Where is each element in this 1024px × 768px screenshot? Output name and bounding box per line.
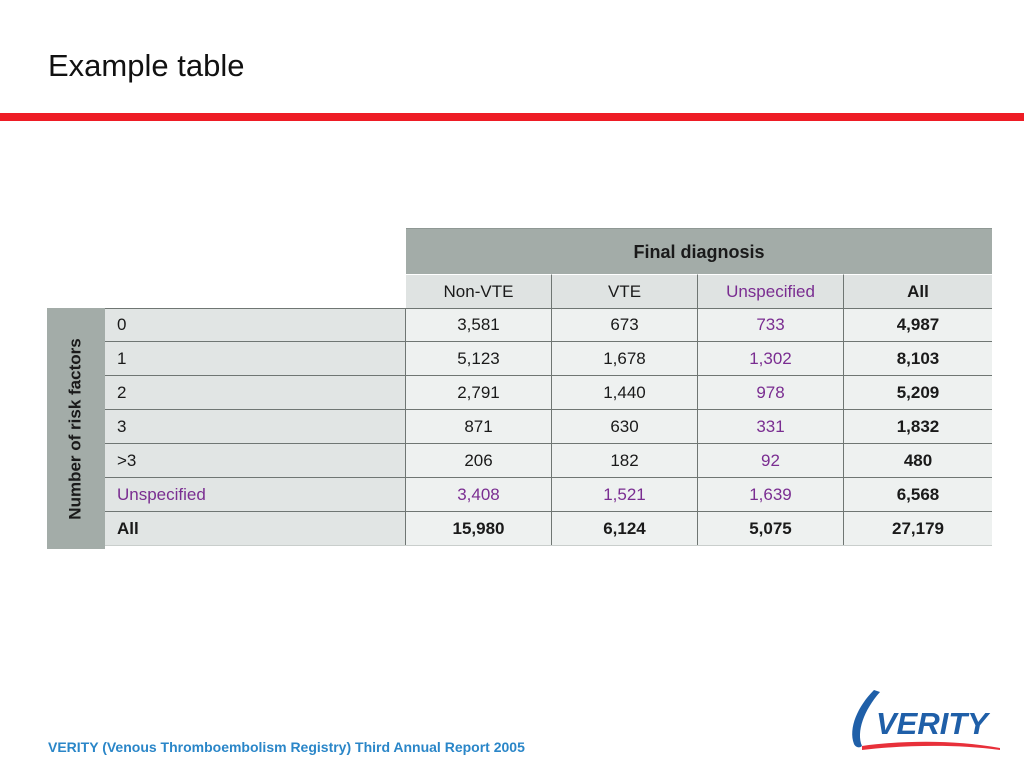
table-cell: 673: [552, 309, 698, 341]
table-cell: 5,123: [406, 342, 552, 375]
row-label: 3: [105, 410, 406, 443]
row-label: 1: [105, 342, 406, 375]
row-label: 0: [105, 309, 406, 341]
row-label: All: [105, 512, 406, 545]
column-header-non-vte: Non-VTE: [406, 274, 552, 308]
slide-title: Example table: [48, 48, 245, 83]
table-cell: 1,302: [698, 342, 844, 375]
logo-wordmark: VERITY: [876, 706, 991, 741]
data-table: Final diagnosis Non-VTE VTE Unspecified …: [47, 228, 992, 549]
group-header-final-diagnosis: Final diagnosis: [406, 228, 992, 275]
table-cell: 331: [698, 410, 844, 443]
table-row: 3 871 630 331 1,832: [105, 410, 992, 444]
table-row: 0 3,581 673 733 4,987: [105, 308, 992, 342]
title-rule: [0, 113, 1024, 121]
row-label: Unspecified: [105, 478, 406, 511]
table-cell: 5,075: [698, 512, 844, 545]
table-cell: 3,581: [406, 309, 552, 341]
table-cell: 6,124: [552, 512, 698, 545]
table-body: 0 3,581 673 733 4,987 1 5,123 1,678 1,302 8,103 2 2…: [105, 308, 992, 546]
table-cell: 1,521: [552, 478, 698, 511]
column-header-row: Non-VTE VTE Unspecified All: [406, 274, 992, 308]
row-label: >3: [105, 444, 406, 477]
logo-swoosh-blue: [852, 690, 880, 748]
table-cell: 733: [698, 309, 844, 341]
verity-logo: VERITY: [852, 690, 1000, 750]
row-group-label: Number of risk factors: [66, 337, 86, 520]
table-cell: 92: [698, 444, 844, 477]
table-row: >3 206 182 92 480: [105, 444, 992, 478]
table-cell: 1,832: [844, 410, 992, 443]
table-cell: 1,440: [552, 376, 698, 409]
logo-swoosh-red: [862, 741, 1000, 750]
table-cell: 1,678: [552, 342, 698, 375]
table-cell: 480: [844, 444, 992, 477]
table-cell: 871: [406, 410, 552, 443]
table-row: All 15,980 6,124 5,075 27,179: [105, 512, 992, 546]
table-cell: 206: [406, 444, 552, 477]
table-cell: 4,987: [844, 309, 992, 341]
table-cell: 630: [552, 410, 698, 443]
footer-text: VERITY (Venous Thromboembolism Registry)…: [48, 739, 525, 755]
table-cell: 15,980: [406, 512, 552, 545]
table-cell: 6,568: [844, 478, 992, 511]
table-cell: 2,791: [406, 376, 552, 409]
table-cell: 27,179: [844, 512, 992, 545]
table-cell: 1,639: [698, 478, 844, 511]
table-row: Unspecified 3,408 1,521 1,639 6,568: [105, 478, 992, 512]
column-header-all: All: [844, 274, 992, 308]
table-cell: 3,408: [406, 478, 552, 511]
row-label: 2: [105, 376, 406, 409]
table-cell: 8,103: [844, 342, 992, 375]
table-cell: 5,209: [844, 376, 992, 409]
column-header-unspecified: Unspecified: [698, 274, 844, 308]
row-group-band: Number of risk factors: [47, 308, 105, 549]
table-cell: 182: [552, 444, 698, 477]
column-header-vte: VTE: [552, 274, 698, 308]
table-row: 1 5,123 1,678 1,302 8,103: [105, 342, 992, 376]
table-cell: 978: [698, 376, 844, 409]
table-row: 2 2,791 1,440 978 5,209: [105, 376, 992, 410]
